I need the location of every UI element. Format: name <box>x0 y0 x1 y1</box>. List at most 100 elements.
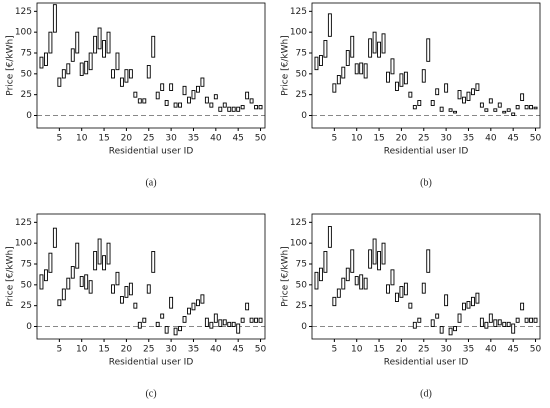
box <box>191 90 196 100</box>
box <box>453 110 458 114</box>
box <box>515 317 520 323</box>
x-tick-label: 20 <box>121 345 133 355</box>
x-tick-label: 50 <box>530 345 542 355</box>
box <box>350 249 355 273</box>
box <box>359 62 364 75</box>
y-tick-label: 75 <box>296 49 307 59</box>
box <box>236 323 241 334</box>
box <box>368 38 373 58</box>
box <box>466 91 471 101</box>
y-tick-label: 0 <box>301 111 307 121</box>
x-tick-label: 45 <box>232 345 243 355</box>
x-tick-label: 25 <box>143 345 154 355</box>
box <box>222 102 227 108</box>
box <box>506 108 511 112</box>
box <box>204 96 209 104</box>
y-tick-label: 50 <box>296 280 308 290</box>
x-tick-label: 45 <box>507 345 518 355</box>
box <box>426 38 431 62</box>
x-tick-label: 35 <box>463 345 474 355</box>
x-tick-label: 15 <box>98 345 109 355</box>
box <box>520 302 525 311</box>
box <box>133 91 138 98</box>
box <box>227 321 232 327</box>
box <box>146 284 151 294</box>
box <box>187 96 191 104</box>
y-tick-label: 100 <box>15 28 32 38</box>
box <box>209 102 214 108</box>
box <box>448 327 453 336</box>
box <box>209 321 214 329</box>
y-tick-label: 75 <box>21 260 32 270</box>
box <box>182 85 187 96</box>
box <box>137 98 142 104</box>
box <box>470 88 475 96</box>
box <box>336 288 341 298</box>
x-axis-label: Residential user ID <box>384 147 469 157</box>
x-tick-label: 50 <box>530 134 542 144</box>
x-tick-label: 5 <box>331 345 337 355</box>
box <box>368 249 373 269</box>
y-tick-label: 50 <box>21 69 33 79</box>
box <box>323 40 328 58</box>
box <box>249 98 254 104</box>
box <box>439 326 444 334</box>
box <box>377 251 382 271</box>
panel-caption: (a) <box>145 177 156 188</box>
box <box>386 284 390 294</box>
y-tick-label: 50 <box>21 280 33 290</box>
box <box>332 296 337 307</box>
box <box>381 242 386 265</box>
box <box>421 69 426 83</box>
box <box>533 106 538 110</box>
box <box>412 321 417 329</box>
x-tick-label: 5 <box>331 134 337 144</box>
box <box>435 313 440 319</box>
box <box>222 319 227 326</box>
x-tick-label: 15 <box>98 134 109 144</box>
box <box>408 91 413 98</box>
plot-frame <box>36 2 266 129</box>
box <box>160 83 165 91</box>
box <box>475 292 480 304</box>
box <box>93 251 98 271</box>
box <box>245 302 250 311</box>
x-tick-label: 15 <box>373 134 384 144</box>
box <box>444 83 449 93</box>
box <box>227 106 232 112</box>
box <box>204 317 209 327</box>
box <box>66 63 71 75</box>
box <box>386 71 390 83</box>
x-tick-label: 35 <box>463 134 474 144</box>
x-tick-label: 40 <box>210 345 222 355</box>
box <box>61 288 66 301</box>
box <box>236 106 241 112</box>
box <box>394 81 399 91</box>
x-tick-label: 45 <box>232 134 243 144</box>
x-tick-label: 30 <box>165 134 177 144</box>
box <box>115 52 120 71</box>
y-tick-label: 125 <box>290 7 307 17</box>
box <box>231 321 236 327</box>
box <box>97 27 102 50</box>
box <box>254 105 259 110</box>
box <box>124 69 129 83</box>
y-tick-label: 25 <box>296 301 307 311</box>
box <box>502 321 507 327</box>
box <box>332 83 337 93</box>
y-axis-label: Price [€/kWh] <box>6 246 16 306</box>
box <box>119 296 124 304</box>
box <box>191 302 196 311</box>
box <box>178 326 183 332</box>
box <box>169 296 174 309</box>
box <box>142 317 147 323</box>
box <box>412 105 417 110</box>
box <box>115 271 120 286</box>
plot-frame <box>311 213 541 340</box>
box <box>79 62 84 76</box>
x-tick-label: 10 <box>76 134 88 144</box>
x-tick-label: 10 <box>351 134 363 144</box>
box <box>314 271 319 290</box>
box <box>430 100 435 106</box>
y-tick-label: 75 <box>21 49 32 59</box>
